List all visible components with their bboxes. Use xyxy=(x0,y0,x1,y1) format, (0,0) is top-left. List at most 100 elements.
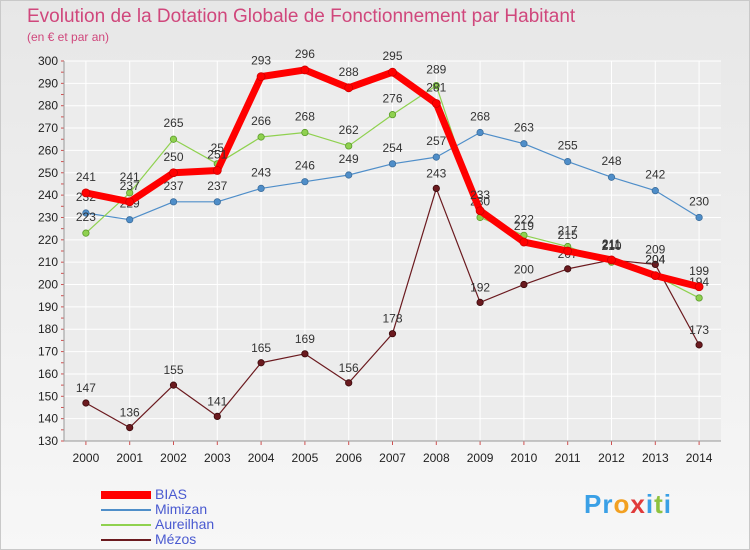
data-point-bias xyxy=(475,206,485,216)
data-point-m-zos xyxy=(388,330,397,338)
data-label-m-zos: 173 xyxy=(689,323,709,337)
series-mimizan: 2322292372372432462492542572682632552482… xyxy=(76,110,709,224)
data-point-bias xyxy=(694,282,704,292)
data-point-m-zos xyxy=(695,341,703,349)
data-point-m-zos xyxy=(564,265,572,273)
y-tick-label: 150 xyxy=(38,389,58,403)
x-tick-label: 2003 xyxy=(204,451,231,465)
x-tick-label: 2001 xyxy=(116,451,143,465)
data-point-mimizan xyxy=(476,128,484,137)
y-tick-label: 200 xyxy=(38,278,58,292)
chart-title: Evolution de la Dotation Globale de Fonc… xyxy=(27,6,576,27)
data-point-m-zos xyxy=(169,381,178,389)
data-point-aureilhan xyxy=(169,135,178,143)
data-point-aureilhan xyxy=(126,189,134,197)
x-tick-label: 2008 xyxy=(423,451,450,465)
data-point-aureilhan xyxy=(695,294,703,302)
series-m-zos: 1471361551411651691561782431922002072112… xyxy=(76,166,709,432)
data-point-aureilhan xyxy=(301,128,309,137)
legend-label-bias: BIAS xyxy=(155,486,187,502)
y-tick-label: 130 xyxy=(38,434,58,448)
data-label-mimizan: 263 xyxy=(514,121,534,135)
data-point-m-zos xyxy=(126,423,134,432)
data-point-mimizan xyxy=(126,216,134,224)
data-label-mimizan: 230 xyxy=(689,194,709,208)
data-point-bias xyxy=(256,72,266,82)
y-tick-label: 270 xyxy=(38,121,58,135)
data-point-mimizan xyxy=(345,171,353,179)
y-tick-label: 140 xyxy=(38,412,58,426)
chart-subtitle: (en € et par an) xyxy=(27,30,110,44)
x-tick-label: 2014 xyxy=(686,451,713,465)
data-point-m-zos xyxy=(476,298,484,307)
data-point-aureilhan xyxy=(345,142,353,150)
data-label-mimizan: 254 xyxy=(382,141,402,155)
data-point-bias xyxy=(431,99,441,108)
data-label-bias: 219 xyxy=(514,219,534,233)
y-tick-label: 290 xyxy=(38,76,58,90)
data-point-m-zos xyxy=(345,379,353,387)
data-label-bias: 281 xyxy=(426,80,446,94)
data-label-bias: 215 xyxy=(558,228,578,242)
x-tick-label: 2000 xyxy=(73,451,100,465)
data-label-bias: 293 xyxy=(251,54,271,68)
data-label-aureilhan: 268 xyxy=(295,110,315,124)
data-label-m-zos: 211 xyxy=(602,238,621,252)
y-tick-label: 180 xyxy=(38,322,58,336)
data-label-aureilhan: 266 xyxy=(251,114,271,128)
legend-swatch-aureilhan xyxy=(101,524,151,526)
data-point-mimizan xyxy=(301,178,309,186)
y-tick-label: 250 xyxy=(38,166,58,180)
data-point-bias xyxy=(212,166,222,175)
data-point-bias xyxy=(344,83,354,93)
data-point-mimizan xyxy=(388,160,397,168)
data-label-aureilhan: 25 xyxy=(211,141,225,155)
y-tick-label: 230 xyxy=(38,210,58,224)
data-label-bias: 251 xyxy=(207,148,227,162)
y-tick-label: 160 xyxy=(38,367,58,381)
y-tick-label: 190 xyxy=(38,300,58,314)
x-tick-label: 2011 xyxy=(555,451,581,465)
data-point-mimizan xyxy=(607,173,616,181)
x-tick-label: 2013 xyxy=(642,451,669,465)
data-label-aureilhan: 223 xyxy=(76,210,96,224)
y-tick-label: 240 xyxy=(38,188,58,202)
data-point-mimizan xyxy=(564,157,572,166)
data-point-bias xyxy=(81,188,91,198)
data-point-m-zos xyxy=(651,260,659,269)
data-point-aureilhan xyxy=(257,133,265,141)
data-label-mimizan: 248 xyxy=(601,154,621,168)
data-point-aureilhan xyxy=(82,229,90,237)
legend-swatch-mimizan xyxy=(101,509,151,511)
data-label-aureilhan: 204 xyxy=(645,253,665,267)
data-point-bias xyxy=(125,197,135,207)
data-point-bias xyxy=(169,168,178,178)
logo-letter: r xyxy=(602,489,614,519)
legend-label-aureilhan: Aureilhan xyxy=(155,516,215,532)
data-label-mimizan: 242 xyxy=(645,168,665,182)
logo-letter: t xyxy=(654,489,664,519)
data-point-mimizan xyxy=(695,213,703,222)
data-label-m-zos: 155 xyxy=(163,363,183,377)
data-label-mimizan: 257 xyxy=(426,134,446,148)
data-point-bias xyxy=(519,237,529,247)
logo-letter: x xyxy=(630,489,646,519)
data-label-m-zos: 169 xyxy=(295,332,315,346)
data-point-bias xyxy=(388,67,397,77)
data-point-mimizan xyxy=(520,140,528,148)
x-tick-label: 2006 xyxy=(335,451,362,465)
y-tick-label: 260 xyxy=(38,143,58,157)
data-label-mimizan: 237 xyxy=(163,179,183,193)
data-label-bias: 288 xyxy=(339,65,359,79)
data-label-m-zos: 209 xyxy=(645,242,665,256)
data-label-bias: 237 xyxy=(120,179,140,193)
x-tick-label: 2012 xyxy=(598,451,625,465)
data-label-m-zos: 178 xyxy=(382,312,402,326)
data-label-mimizan: 268 xyxy=(470,110,490,124)
legend-swatch-m-zos xyxy=(101,539,151,541)
data-point-mimizan xyxy=(82,209,90,217)
data-point-aureilhan xyxy=(388,111,397,119)
data-label-mimizan: 255 xyxy=(558,139,578,153)
data-point-mimizan xyxy=(432,153,440,161)
